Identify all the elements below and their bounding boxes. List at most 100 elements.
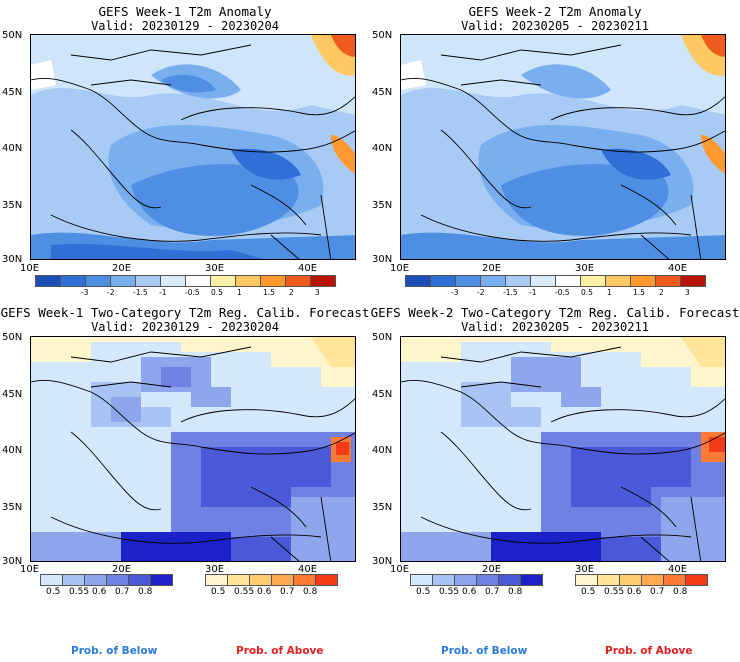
lat-label: 30N bbox=[372, 254, 393, 265]
footer-prob-below-left: Prob. of Below bbox=[71, 645, 158, 657]
colorbar-swatch bbox=[597, 574, 620, 586]
colorbar-swatch bbox=[520, 574, 543, 586]
colorbar-tick-label: -3 bbox=[451, 288, 459, 297]
colorbar-swatch bbox=[555, 275, 581, 287]
panel-week2-probability: GEFS Week-2 Two-Category T2m Reg. Calib.… bbox=[370, 302, 740, 622]
colorbar-tick-label: 0.55 bbox=[439, 587, 460, 597]
anomaly-colorbar-ticks: -3 -2 -1.5 -1 -0.5 0.5 1 1.5 2 3 bbox=[405, 288, 715, 300]
colorbar-swatch bbox=[505, 275, 531, 287]
lat-label: 45N bbox=[2, 87, 23, 98]
lon-label: 10E bbox=[390, 564, 410, 575]
colorbar-swatch bbox=[128, 574, 151, 586]
probability-map-graphic bbox=[31, 337, 355, 561]
colorbar-swatch bbox=[85, 275, 111, 287]
lat-label: 40N bbox=[372, 445, 393, 456]
prob-below-colorbar bbox=[410, 574, 543, 586]
colorbar-tick-label: 0.5 bbox=[416, 587, 431, 597]
map-week1-anomaly bbox=[30, 34, 356, 260]
lat-label: 50N bbox=[2, 30, 23, 41]
colorbar-swatch bbox=[310, 275, 336, 287]
colorbar-swatch bbox=[476, 574, 499, 586]
colorbar-tick-label: 0.8 bbox=[673, 587, 688, 597]
panel-valid-dates: Valid: 20230129 - 20230204 bbox=[91, 320, 279, 334]
lon-label: 40E bbox=[298, 263, 318, 274]
lon-label: 10E bbox=[20, 263, 40, 274]
colorbar-swatch bbox=[655, 275, 681, 287]
colorbar-swatch bbox=[227, 574, 250, 586]
colorbar-swatch bbox=[530, 275, 556, 287]
lon-label: 40E bbox=[668, 263, 688, 274]
colorbar-tick-label: 1.5 bbox=[633, 288, 645, 297]
anomaly-map-graphic bbox=[31, 35, 355, 259]
lat-label: 30N bbox=[372, 556, 393, 567]
colorbar-tick-label: 1.5 bbox=[263, 288, 275, 297]
prob-below-ticks: 0.5 0.55 0.6 0.7 0.8 bbox=[40, 587, 180, 599]
colorbar-tick-label: -1 bbox=[159, 288, 167, 297]
map-week1-probability bbox=[30, 336, 356, 562]
lat-label: 40N bbox=[2, 445, 23, 456]
lat-label: 35N bbox=[372, 502, 393, 513]
colorbar-tick-label: 1 bbox=[607, 288, 612, 297]
panel-valid-dates: Valid: 20230205 - 20230211 bbox=[461, 19, 649, 33]
colorbar-tick-label: 3 bbox=[685, 288, 690, 297]
lat-label: 35N bbox=[372, 200, 393, 211]
panel-title: GEFS Week-1 T2m Anomaly bbox=[98, 4, 272, 19]
colorbar-swatch bbox=[410, 574, 433, 586]
prob-below-ticks: 0.5 0.55 0.6 0.7 0.8 bbox=[410, 587, 550, 599]
colorbar-swatch bbox=[260, 275, 286, 287]
colorbar-swatch bbox=[432, 574, 455, 586]
probability-map-graphic bbox=[401, 337, 725, 561]
panel-title: GEFS Week-1 Two-Category T2m Reg. Calib.… bbox=[0, 305, 370, 320]
lat-label: 30N bbox=[2, 254, 23, 265]
panel-week2-anomaly: GEFS Week-2 T2m Anomaly Valid: 20230205 … bbox=[370, 0, 740, 320]
lon-label: 20E bbox=[482, 564, 502, 575]
prob-above-colorbar bbox=[205, 574, 338, 586]
map-week2-anomaly bbox=[400, 34, 726, 260]
colorbar-swatch bbox=[405, 275, 431, 287]
colorbar-swatch bbox=[605, 275, 631, 287]
anomaly-colorbar bbox=[405, 275, 706, 287]
colorbar-tick-label: 0.5 bbox=[211, 587, 226, 597]
anomaly-map-graphic bbox=[401, 35, 725, 259]
footer-prob-above-right: Prob. of Above bbox=[605, 645, 693, 657]
lat-label: 50N bbox=[372, 332, 393, 343]
panel-week1-anomaly: GEFS Week-1 T2m Anomaly Valid: 20230129 … bbox=[0, 0, 370, 320]
colorbar-swatch bbox=[84, 574, 107, 586]
panel-valid-dates: Valid: 20230129 - 20230204 bbox=[91, 19, 279, 33]
colorbar-swatch bbox=[293, 574, 316, 586]
colorbar-tick-label: 0.8 bbox=[138, 587, 153, 597]
colorbar-swatch bbox=[455, 275, 481, 287]
colorbar-swatch bbox=[62, 574, 85, 586]
colorbar-tick-label: -1.5 bbox=[503, 288, 518, 297]
panel-title: GEFS Week-2 Two-Category T2m Reg. Calib.… bbox=[370, 305, 740, 320]
colorbar-swatch bbox=[480, 275, 506, 287]
lat-label: 45N bbox=[372, 389, 393, 400]
colorbar-tick-label: 0.6 bbox=[257, 587, 272, 597]
colorbar-tick-label: -1 bbox=[529, 288, 537, 297]
panel-valid-dates: Valid: 20230205 - 20230211 bbox=[461, 320, 649, 334]
colorbar-swatch bbox=[641, 574, 664, 586]
prob-above-colorbar bbox=[575, 574, 708, 586]
lon-label: 10E bbox=[20, 564, 40, 575]
colorbar-swatch bbox=[205, 574, 228, 586]
lon-label: 30E bbox=[575, 564, 595, 575]
prob-below-colorbar bbox=[40, 574, 173, 586]
colorbar-tick-label: 0.55 bbox=[69, 587, 90, 597]
colorbar-tick-label: 0.8 bbox=[303, 587, 318, 597]
colorbar-tick-label: 0.5 bbox=[581, 587, 596, 597]
colorbar-swatch bbox=[210, 275, 236, 287]
colorbar-swatch bbox=[35, 275, 61, 287]
lon-label: 20E bbox=[482, 263, 502, 274]
colorbar-swatch bbox=[430, 275, 456, 287]
lon-label: 20E bbox=[112, 263, 132, 274]
colorbar-swatch bbox=[40, 574, 63, 586]
panel-week1-probability: GEFS Week-1 Two-Category T2m Reg. Calib.… bbox=[0, 302, 370, 622]
colorbar-tick-label: 0.5 bbox=[46, 587, 61, 597]
colorbar-swatch bbox=[135, 275, 161, 287]
prob-above-ticks: 0.5 0.55 0.6 0.7 0.8 bbox=[575, 587, 715, 599]
lat-label: 35N bbox=[2, 502, 23, 513]
colorbar-tick-label: 0.5 bbox=[581, 288, 593, 297]
colorbar-tick-label: -2 bbox=[477, 288, 485, 297]
anomaly-colorbar-ticks: -3 -2 -1.5 -1 -0.5 0.5 1 1.5 2 3 bbox=[35, 288, 345, 300]
colorbar-tick-label: 0.8 bbox=[508, 587, 523, 597]
